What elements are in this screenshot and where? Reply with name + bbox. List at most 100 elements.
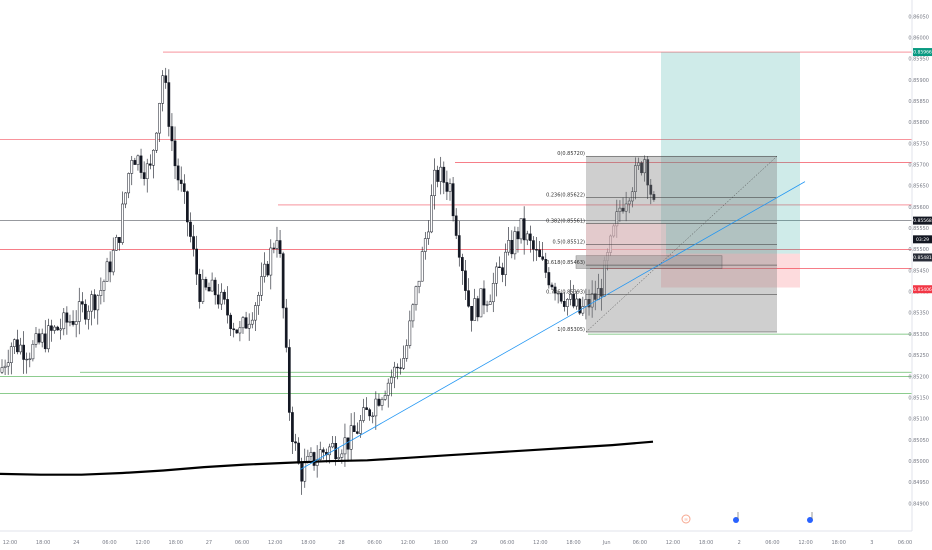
candle-body — [213, 279, 217, 296]
candle-body — [405, 345, 409, 359]
price-tick-label: 0.85350 — [908, 311, 929, 317]
candle-body — [108, 261, 112, 273]
candle-body — [643, 159, 646, 174]
candle-body — [204, 279, 208, 288]
candle-body — [74, 321, 78, 325]
candle-body — [257, 295, 260, 306]
candle-body — [532, 240, 535, 250]
candle-body — [105, 261, 109, 282]
candle-body — [241, 317, 245, 329]
candle-body — [266, 263, 270, 276]
price-tag-label: 0.85481 — [913, 255, 932, 261]
candle-body — [417, 280, 421, 287]
time-tick-label: 18:00 — [169, 540, 183, 546]
candle-body — [53, 326, 56, 331]
candle-body — [192, 236, 195, 250]
candle-body — [414, 286, 418, 306]
candle-body — [547, 272, 551, 286]
price-tick-label: 0.85550 — [908, 226, 929, 232]
candle-body — [600, 288, 603, 297]
time-tick-label: 18:00 — [699, 540, 713, 546]
time-tick-label: 06:00 — [633, 540, 647, 546]
price-tag-label: 03:29 — [916, 237, 929, 243]
candle-body — [637, 162, 640, 166]
candle-body — [62, 312, 66, 330]
candle-body — [198, 273, 202, 302]
candle-body — [559, 292, 563, 302]
candle-body — [244, 317, 248, 329]
fib-level-label: 0.618(0.85463) — [546, 260, 585, 266]
flag-icon[interactable] — [733, 512, 739, 523]
candle-body — [68, 321, 72, 323]
candle-body — [538, 249, 541, 257]
candle-body — [427, 231, 430, 239]
candle-body — [640, 162, 643, 174]
price-tick-label: 0.85500 — [908, 247, 929, 253]
candle-body — [359, 420, 362, 434]
candle-body — [56, 326, 59, 331]
price-tick-label: 0.85300 — [908, 332, 929, 338]
candle-body — [498, 266, 501, 268]
candle-body — [99, 290, 103, 296]
candle-body — [136, 155, 140, 165]
price-tick-label: 0.86050 — [908, 14, 929, 20]
candle-body — [352, 425, 356, 432]
position-zones — [661, 52, 800, 288]
time-tick-label: 06:00 — [500, 540, 514, 546]
candle-body — [396, 366, 399, 369]
axes — [0, 0, 913, 532]
candle-body — [525, 233, 529, 241]
candle-body — [476, 298, 480, 318]
candle-body — [457, 235, 461, 258]
candle-body — [343, 437, 347, 455]
price-tag — [913, 48, 932, 57]
candle-body — [118, 237, 121, 243]
time-tick-label: 27 — [206, 540, 212, 546]
event-icon[interactable]: ✉ — [681, 514, 691, 524]
candle-body — [176, 165, 180, 181]
price-tick-label: 0.85450 — [908, 268, 929, 274]
price-tick-label: 0.85900 — [908, 78, 929, 84]
candle-body — [303, 462, 307, 482]
price-tag — [913, 285, 932, 294]
candle-body — [247, 323, 251, 329]
fib-level-label: 0.5(0.85512) — [552, 239, 585, 245]
time-tick-label: 06:00 — [898, 540, 912, 546]
candle-body — [318, 449, 322, 460]
time-tick-label: 18:00 — [831, 540, 845, 546]
svg-text:✉: ✉ — [684, 517, 688, 522]
price-tick-label: 0.85700 — [908, 163, 929, 169]
candle-body — [6, 362, 10, 367]
candle-body — [420, 251, 424, 282]
candle-body — [71, 321, 75, 325]
price-tags: 0.85966 0.85568 03:29 0.85481 0.85406 — [913, 48, 932, 294]
time-tick-label: 06:00 — [235, 540, 249, 546]
candle-body — [451, 183, 455, 217]
candle-body — [621, 207, 625, 212]
candle-body — [90, 294, 93, 312]
time-tick-label: 12:00 — [666, 540, 680, 546]
flag-icon[interactable] — [807, 512, 813, 523]
candle-body — [291, 412, 294, 442]
time-tick-label: 2 — [738, 540, 741, 546]
candle-body — [430, 195, 433, 233]
candle-body — [238, 327, 242, 334]
time-tick-label: 18:00 — [434, 540, 448, 546]
time-tick-label: 18:00 — [566, 540, 580, 546]
candle-body — [436, 169, 439, 182]
candle-body — [494, 266, 498, 284]
candle-body — [93, 294, 97, 311]
candle-body — [454, 215, 458, 236]
candle-body — [16, 339, 19, 353]
candle-body — [399, 367, 402, 369]
trendlines — [299, 156, 806, 470]
candle-body — [37, 333, 41, 343]
candle-body — [297, 442, 300, 464]
candle-body — [309, 452, 313, 457]
candle-body — [170, 126, 174, 142]
price-tick-label: 0.85850 — [908, 99, 929, 105]
candle-body — [575, 298, 579, 307]
time-tick-label: 06:00 — [367, 540, 381, 546]
candle-body — [161, 75, 165, 104]
candle-body — [569, 293, 572, 300]
